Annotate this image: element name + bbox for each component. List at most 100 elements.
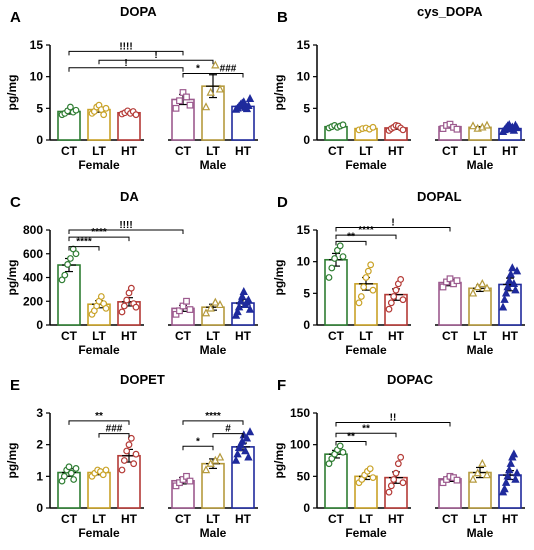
data-point xyxy=(397,453,405,461)
group-label: Female xyxy=(345,158,387,172)
data-point xyxy=(206,303,215,312)
data-point xyxy=(176,307,183,315)
chart-title: DOPAL xyxy=(417,189,462,204)
data-point xyxy=(120,302,128,310)
significance-bracket xyxy=(68,246,100,251)
significance-bracket xyxy=(182,420,244,425)
significance-label: ** xyxy=(95,411,103,422)
significance-label: # xyxy=(225,424,231,435)
chart-title: DOPAC xyxy=(387,372,434,387)
data-point xyxy=(186,101,194,109)
data-point xyxy=(390,476,398,483)
significance-bracket xyxy=(335,240,367,246)
group-label: Male xyxy=(200,158,227,172)
significance-label: ! xyxy=(154,50,157,61)
x-tick-label: CT xyxy=(328,512,345,526)
data-point xyxy=(336,442,344,450)
data-point xyxy=(468,121,478,130)
group-label: Female xyxy=(345,343,387,357)
data-point xyxy=(478,458,487,467)
x-tick-label: LT xyxy=(206,512,220,526)
x-tick-label: HT xyxy=(502,144,519,158)
data-point xyxy=(127,284,135,292)
x-tick-label: HT xyxy=(121,144,138,158)
x-tick-label: LT xyxy=(206,329,220,343)
significance-bracket xyxy=(98,433,130,438)
data-point xyxy=(66,103,74,111)
data-point xyxy=(387,482,395,490)
data-point xyxy=(357,293,365,300)
data-point xyxy=(201,102,211,111)
group-label: Female xyxy=(78,526,120,540)
data-point xyxy=(215,300,225,309)
data-point xyxy=(362,274,370,281)
data-point xyxy=(120,457,128,464)
group-label: Male xyxy=(467,158,494,172)
data-point xyxy=(179,89,187,96)
significance-label: ** xyxy=(362,423,370,434)
data-point xyxy=(125,441,133,449)
data-point xyxy=(509,449,519,458)
data-point xyxy=(183,472,190,480)
data-point xyxy=(70,476,78,483)
panel-letter: F xyxy=(277,377,286,394)
group-label: Male xyxy=(200,526,227,540)
data-point xyxy=(201,465,211,474)
y-tick-label: 10 xyxy=(30,70,44,84)
data-point xyxy=(176,97,183,105)
x-tick-label: HT xyxy=(502,512,519,526)
data-point xyxy=(392,469,400,477)
significance-label: !!!! xyxy=(119,220,132,231)
x-tick-label: CT xyxy=(61,329,78,343)
y-axis-label: pg/mg xyxy=(272,75,286,111)
data-point xyxy=(325,460,333,468)
y-tick-label: 15 xyxy=(297,223,311,237)
data-point xyxy=(399,296,407,304)
data-point xyxy=(233,307,242,316)
group-label: Female xyxy=(345,526,387,540)
group-label: Male xyxy=(200,343,227,357)
data-point xyxy=(127,434,135,442)
significance-label: ! xyxy=(124,58,127,69)
data-point xyxy=(102,104,110,112)
data-point xyxy=(498,302,508,311)
data-point xyxy=(123,447,131,455)
significance-bracket xyxy=(335,422,451,427)
significance-label: ### xyxy=(220,64,237,75)
data-point xyxy=(473,468,482,477)
bar xyxy=(57,264,81,326)
data-point xyxy=(211,297,220,306)
x-tick-label: LT xyxy=(92,512,106,526)
data-point xyxy=(67,469,75,477)
significance-label: **** xyxy=(358,225,374,236)
data-point xyxy=(97,293,105,300)
y-tick-label: 5 xyxy=(303,101,310,115)
y-tick-label: 3 xyxy=(36,406,43,420)
data-point xyxy=(453,125,461,133)
panel-letter: C xyxy=(10,194,21,211)
data-point xyxy=(394,460,402,468)
data-point xyxy=(183,93,190,101)
y-tick-label: 100 xyxy=(290,438,310,452)
x-tick-label: HT xyxy=(121,329,138,343)
significance-label: **** xyxy=(76,237,92,248)
chart-title: DOPA xyxy=(120,4,157,19)
x-tick-label: LT xyxy=(473,512,487,526)
data-point xyxy=(72,106,80,114)
data-point xyxy=(482,470,492,479)
data-point xyxy=(325,274,333,281)
data-point xyxy=(99,471,107,479)
data-point xyxy=(366,465,374,473)
data-point xyxy=(367,261,375,269)
data-point xyxy=(328,264,336,272)
y-tick-label: 0 xyxy=(36,501,43,515)
data-point xyxy=(102,466,110,474)
data-point xyxy=(206,87,215,96)
data-point xyxy=(364,267,372,275)
data-point xyxy=(506,269,515,278)
group-label: Female xyxy=(78,158,120,172)
data-point xyxy=(61,271,69,279)
x-tick-label: LT xyxy=(359,512,373,526)
